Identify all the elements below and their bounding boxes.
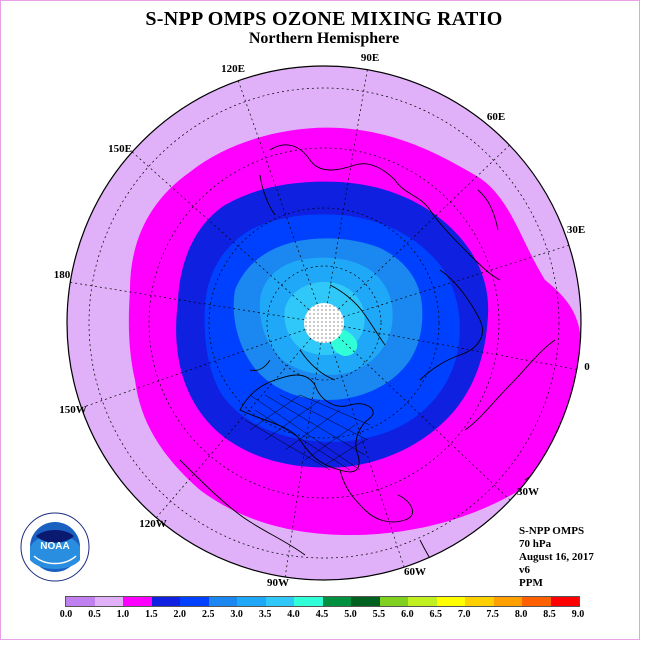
lon-label-180: 180 xyxy=(54,269,71,281)
lon-label-120E: 120E xyxy=(221,63,245,75)
map-boundary xyxy=(66,65,582,581)
colorbar-tick-label: 1.0 xyxy=(116,609,130,620)
lon-label-60W: 60W xyxy=(404,566,426,578)
colorbar-tick-label: 3.0 xyxy=(230,609,243,620)
colorbar-tick-label: 6.5 xyxy=(429,609,443,620)
lon-label-90W: 90W xyxy=(267,577,289,589)
colorbar-tick-label: 5.5 xyxy=(372,609,386,620)
colorbar-segment xyxy=(351,597,380,606)
colorbar-tick-label: 3.5 xyxy=(258,609,272,620)
colorbar-tick-label: 1.5 xyxy=(145,609,158,620)
lon-label-90E: 90E xyxy=(361,52,379,64)
colorbar-segment xyxy=(151,597,180,606)
lon-label-60E: 60E xyxy=(487,111,505,123)
lon-label-120W: 120W xyxy=(139,518,167,530)
info-units: PPM xyxy=(519,577,543,589)
map-subtitle: Northern Hemisphere xyxy=(248,30,400,47)
colorbar-segment xyxy=(66,597,95,606)
colorbar-segment xyxy=(294,597,323,606)
colorbar-segment xyxy=(237,597,266,606)
us-state-grid xyxy=(244,394,371,471)
colorbar-tick-label: 7.5 xyxy=(486,609,499,620)
colorbar-segment xyxy=(322,597,351,606)
info-version: v6 xyxy=(519,564,530,576)
colorbar-tick-label: 9.0 xyxy=(571,609,585,620)
colorbar-segment xyxy=(123,597,152,606)
noaa-logo-text: NOAA xyxy=(40,541,69,552)
lon-label-150E: 150E xyxy=(108,143,132,155)
colorbar-segment xyxy=(550,597,579,606)
info-block: S-NPP OMPS 70 hPa August 16, 2017 v6 PPM xyxy=(519,525,594,590)
colorbar-segment xyxy=(522,597,551,606)
colorbar-segment xyxy=(180,597,209,606)
colorbar-tick-label: 0.0 xyxy=(59,609,73,620)
colorbar-segment xyxy=(465,597,494,606)
colorbar-tick-label: 8.0 xyxy=(514,609,528,620)
figure-frame xyxy=(0,0,640,640)
colorbar-tick-label: 0.5 xyxy=(88,609,101,620)
map-title: S-NPP OMPS OZONE MIXING RATIO xyxy=(145,8,503,30)
colorbar-tick-label: 2.5 xyxy=(201,609,215,620)
lon-label-30E: 30E xyxy=(567,224,585,236)
lon-label-150W: 150W xyxy=(59,404,87,416)
info-instrument: S-NPP OMPS xyxy=(519,525,585,537)
colorbar-segment xyxy=(208,597,237,606)
graticule xyxy=(67,66,581,579)
polar-cap-stipple xyxy=(304,303,344,343)
colorbar-tick-label: 5.0 xyxy=(344,609,357,620)
colorbar xyxy=(65,596,580,607)
colorbar-tick-label: 4.0 xyxy=(287,609,300,620)
colorbar-tick-label: 6.0 xyxy=(401,609,414,620)
colorbar-segment xyxy=(408,597,437,606)
colorbar-segment xyxy=(436,597,465,606)
colorbar-segment xyxy=(265,597,294,606)
lon-label-0: 0 xyxy=(584,361,590,373)
colorbar-labels: 0.0 0.5 1.0 1.5 2.0 2.5 3.0 3.5 4.0 4.5 5.0 5.5 6.0 6… xyxy=(0,609,648,623)
colorbar-tick-label: 7.0 xyxy=(457,609,471,620)
colorbar-segment xyxy=(493,597,522,606)
colorbar-segment xyxy=(379,597,408,606)
lon-label-30W: 30W xyxy=(517,486,539,498)
info-level: 70 hPa xyxy=(519,538,552,550)
noaa-logo: NOAA xyxy=(20,512,90,582)
colorbar-tick-label: 2.0 xyxy=(173,609,187,620)
colorbar-tick-label: 8.5 xyxy=(543,609,556,620)
longitude-labels: 90E 60E 30E 0 30W 60W 90W 120W 150W 180 … xyxy=(54,52,591,589)
colorbar-tick-label: 4.5 xyxy=(315,609,329,620)
info-date: August 16, 2017 xyxy=(519,551,594,563)
colorbar-segment xyxy=(94,597,123,606)
